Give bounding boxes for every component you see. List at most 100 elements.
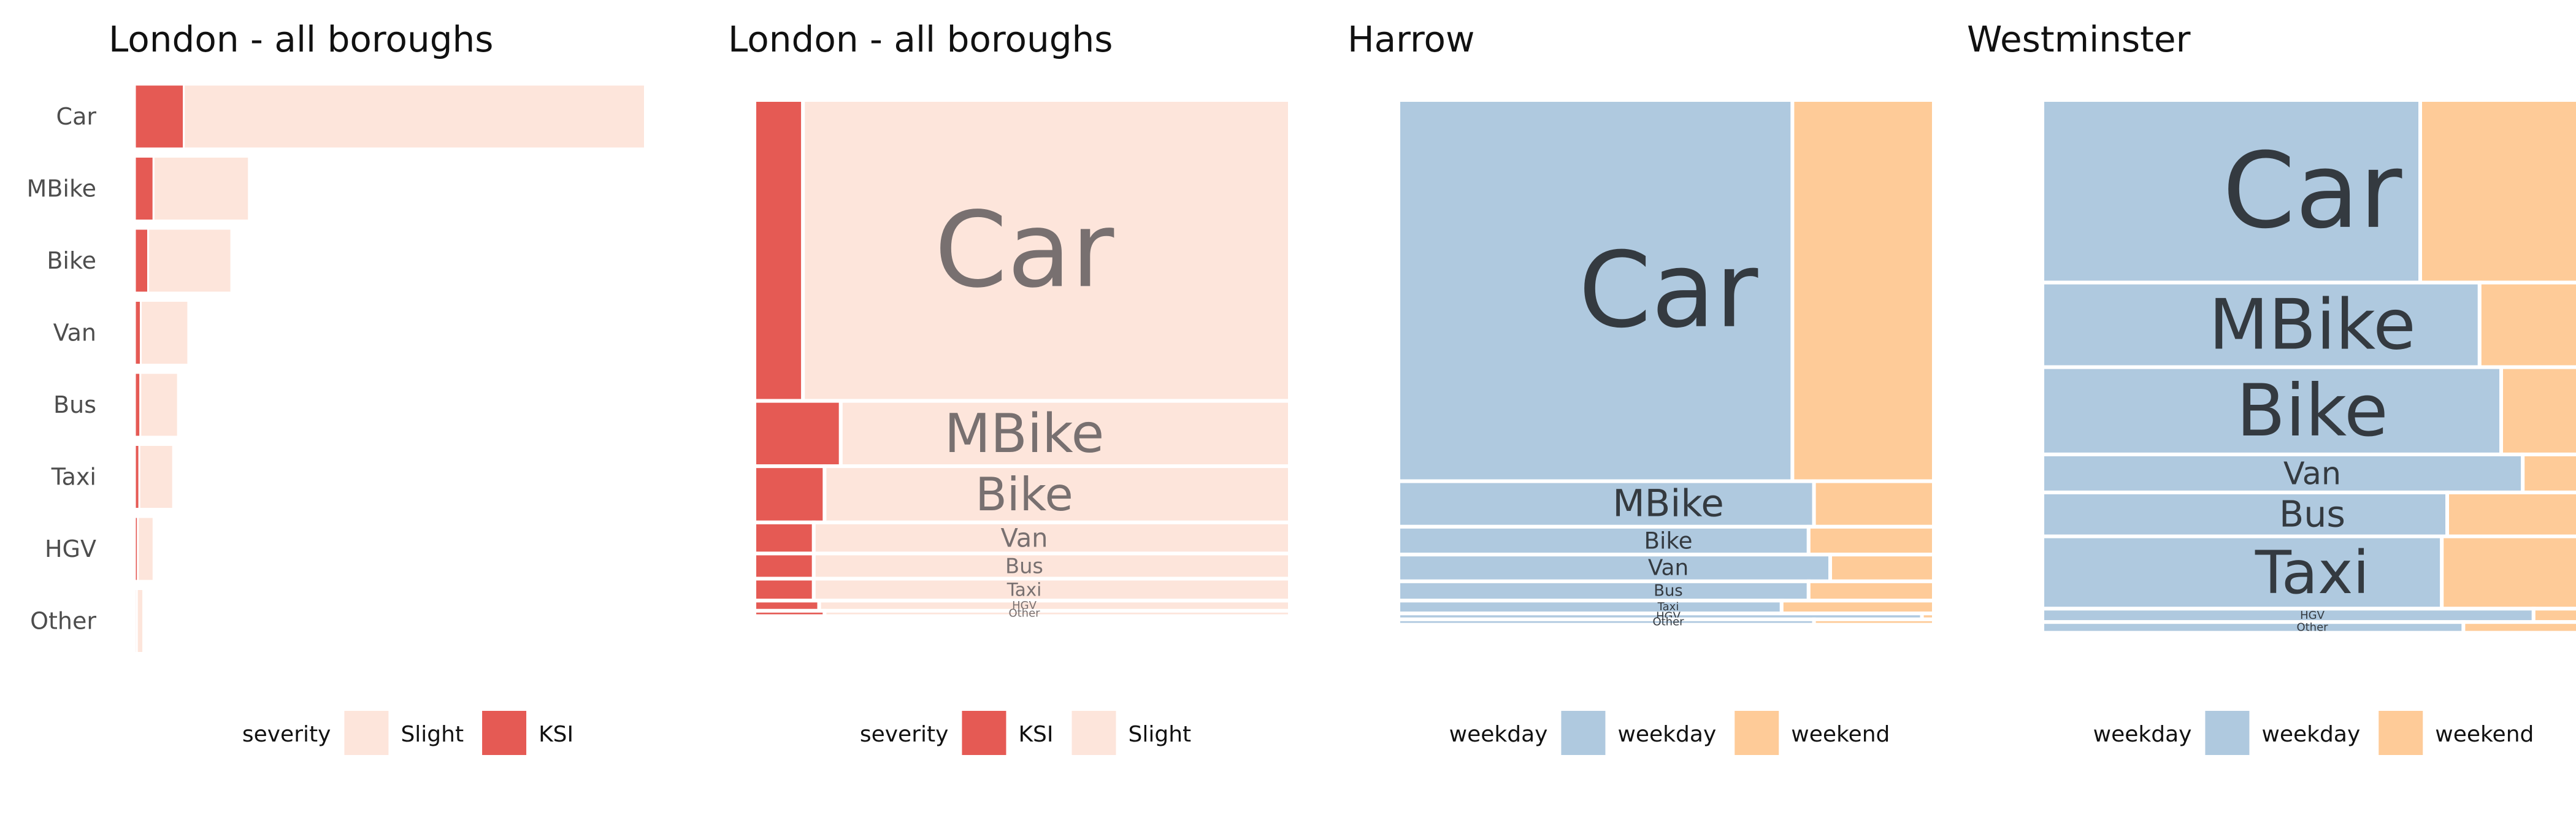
bar-bike-ksi [134, 228, 150, 294]
tile-label-taxi: Taxi [1006, 579, 1042, 600]
tile-taxi-weekday [1397, 599, 1784, 616]
tile-label-mbike: MBike [2209, 285, 2416, 366]
tile-label-bus: Bus [2279, 494, 2345, 535]
legend-title: severity [242, 722, 331, 747]
legend-label-ksi: KSI [1018, 722, 1053, 747]
chart-title: London - all boroughs [728, 18, 1113, 60]
category-label: Taxi [51, 464, 96, 491]
bar-bike-slight [147, 228, 232, 294]
legend: severity KSI Slight [860, 711, 1191, 755]
tile-bike-weekend [1806, 524, 1932, 557]
tile-taxi-ksi [753, 577, 816, 603]
category-label: Bus [53, 391, 96, 418]
category-label: Other [30, 608, 96, 635]
tile-bike-weekday [1397, 524, 1811, 557]
tile-bus-weekday [1397, 579, 1811, 603]
bar-hgv-slight [137, 516, 155, 582]
legend-label-weekend: weekend [2435, 722, 2534, 747]
tile-van-ksi [753, 520, 816, 556]
legend: weekday weekday weekend [2093, 711, 2534, 755]
tile-other-weekday [1397, 617, 1816, 627]
legend-label-slight: Slight [1129, 722, 1192, 747]
tile-car-weekday [1397, 98, 1795, 483]
tile-car-weekend [2418, 98, 2576, 285]
category-label: HGV [45, 535, 96, 562]
bar-bus-slight [139, 372, 179, 438]
tile-label-van: Van [2283, 455, 2341, 491]
legend-swatch-slight [1071, 711, 1116, 755]
legend-label-weekend: weekend [1791, 722, 1890, 747]
legend-swatch-ksi [482, 711, 527, 755]
tile-car-slight [801, 98, 1288, 403]
tile-car-weekday [2041, 98, 2422, 285]
legend-swatch-ksi [962, 711, 1006, 755]
bar-chart-svg: London - all boroughs Car MBike Bike Van Bus… [27, 18, 644, 755]
tile-label-hgv: HGV [1012, 599, 1037, 612]
tile-van-slight [811, 520, 1288, 556]
chart-title: London - all boroughs [109, 18, 494, 60]
legend-label-ksi: KSI [539, 722, 573, 747]
tile-van-weekday [1397, 553, 1832, 583]
tile-other-weekend [2461, 620, 2576, 635]
tile-label-mbike: MBike [1612, 483, 1724, 526]
tile-hgv-weekend [2531, 607, 2576, 624]
tile-other-ksi [753, 608, 827, 618]
bar-mbike-ksi [134, 156, 155, 221]
tile-taxi-slight [811, 577, 1288, 603]
tile-other-weekday [2041, 620, 2466, 635]
tile-label-mbike: MBike [945, 402, 1105, 465]
legend-swatch-weekday [2205, 711, 2250, 755]
tile-bus-ksi [753, 551, 816, 581]
tile-label-bike: Bike [1644, 527, 1693, 554]
tile-mbike-weekend [2477, 280, 2576, 369]
tile-label-other: Other [2296, 621, 2328, 634]
chart-title: Westminster [1967, 18, 2191, 60]
tile-mbike-weekday [1397, 479, 1816, 529]
tile-van-weekend [2521, 452, 2576, 494]
legend-title: weekday [1449, 722, 1548, 747]
panel-mosaic-harrow: Harrow Car MBike Bike Van Bus Taxi HGV Other we… [1288, 0, 1932, 828]
legend-swatch-weekend [2379, 711, 2423, 755]
tile-label-bike: Bike [975, 467, 1073, 521]
tile-bus-weekday [2041, 490, 2449, 539]
legend-label-weekday: weekday [2261, 722, 2360, 747]
tile-mbike-weekend [1812, 479, 1932, 529]
tile-label-car: Car [935, 190, 1114, 311]
tile-other-slight [822, 608, 1288, 618]
legend: weekday weekday weekend [1449, 711, 1890, 755]
tile-bus-weekend [2445, 490, 2576, 539]
tile-bus-weekend [1806, 579, 1932, 603]
category-label: Car [56, 103, 97, 130]
bar-taxi-slight [138, 444, 174, 510]
tile-van-weekend [1828, 553, 1932, 583]
category-label: Van [53, 320, 96, 347]
tile-car-weekend [1790, 98, 1932, 483]
tile-taxi-weekend [2440, 534, 2576, 611]
panel-bar-london: London - all boroughs Car MBike Bike Van Bus… [0, 0, 644, 828]
bar-mbike-slight [152, 156, 250, 221]
tile-label-other: Other [1652, 616, 1684, 629]
tile-label-hgv: HGV [2300, 609, 2325, 622]
tile-label-taxi: Taxi [1657, 600, 1679, 613]
tile-label-other: Other [1008, 607, 1040, 620]
bar-other-slight [136, 588, 145, 654]
tile-label-bus: Bus [1654, 582, 1682, 600]
tile-label-bus: Bus [1005, 554, 1043, 578]
tile-van-weekday [2041, 452, 2525, 494]
tile-bike-weekend [2499, 365, 2576, 456]
tile-taxi-weekend [1779, 599, 1932, 616]
legend-swatch-slight [344, 711, 389, 755]
legend-swatch-weekday [1561, 711, 1606, 755]
legend: severity Slight KSI [242, 711, 573, 755]
legend-swatch-weekend [1735, 711, 1779, 755]
chart-title: Harrow [1347, 18, 1474, 60]
legend-title: weekday [2093, 722, 2192, 747]
tile-label-bike: Bike [2236, 369, 2388, 453]
tile-label-van: Van [1001, 523, 1048, 553]
tile-taxi-weekday [2041, 534, 2444, 611]
tile-label-van: Van [1648, 556, 1689, 581]
